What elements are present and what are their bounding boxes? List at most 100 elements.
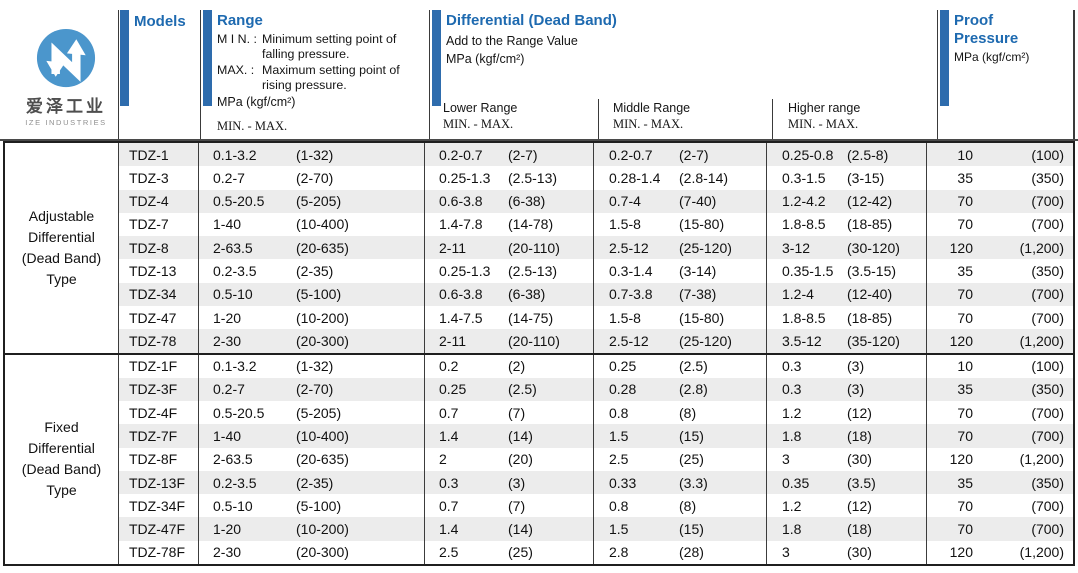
mpa-value: 0.28 (609, 381, 637, 398)
kgf-value: (2.8) (679, 381, 708, 398)
mpa-value: 0.5-20.5 (213, 404, 265, 421)
middle-range-cell: 2.8 (28) (594, 540, 767, 565)
table-row: TDZ-78 2-30 (20-300) 2-11 (20-110) 2.5-12 (25-… (119, 329, 1073, 353)
model-name: TDZ-13F (129, 474, 185, 491)
mpa-value: 2.5 (609, 451, 629, 468)
range-cell: 2-63.5 (20-635) (199, 447, 425, 471)
mpa-value: 3 (782, 544, 790, 561)
mpa-value: 2 (439, 451, 447, 468)
group-label-cell: Fixed Differential (Dead Band) Type (5, 354, 119, 564)
kgf-value: (7-38) (679, 286, 717, 303)
kgf-value: (2.5) (508, 381, 537, 398)
header-body-divider (0, 139, 1078, 141)
model-name: TDZ-4 (129, 193, 169, 210)
kgf-value: (5-205) (296, 404, 342, 421)
company-logo: 爱泽工业 IZE INDUSTRIES (10, 28, 122, 127)
higher-range-cell: 1.8-8.5 (18-85) (767, 305, 927, 330)
model-cell: TDZ-8 (119, 236, 199, 260)
kgf-value: (25-120) (679, 332, 732, 349)
lower-range-cell: 1.4 (14) (425, 517, 594, 541)
differential-subtitle: Add to the Range Value (446, 34, 578, 48)
mpa-value: 1.2 (782, 404, 802, 421)
range-cell: 0.5-10 (5-100) (199, 282, 425, 306)
kgf-value: (100) (1031, 146, 1064, 163)
kgf-value: (25) (679, 451, 704, 468)
model-cell: TDZ-47 (119, 305, 199, 330)
mpa-value: 1.5-8 (609, 309, 641, 326)
mpa-value: 0.8 (609, 404, 629, 421)
mpa-value: 1-20 (213, 309, 242, 326)
divider (429, 10, 430, 140)
model-cell: TDZ-3 (119, 166, 199, 190)
model-cell: TDZ-4 (119, 189, 199, 213)
kgf-value: (12) (847, 497, 872, 514)
table-row: TDZ-1 0.1-3.2 (1-32) 0.2-0.7 (2-7) 0.2-0.7 (2-… (119, 143, 1073, 167)
proof-pressure-cell: 35 (350) (927, 471, 1073, 494)
model-cell: TDZ-78F (119, 540, 199, 565)
range-cell: 0.2-3.5 (2-35) (199, 259, 425, 283)
model-name: TDZ-1 (129, 146, 169, 163)
model-cell: TDZ-1F (119, 354, 199, 378)
column-accent-bar (203, 10, 212, 106)
range-cell: 0.2-7 (2-70) (199, 377, 425, 402)
kgf-value: (18-85) (847, 216, 893, 233)
mpa-value: 0.1-3.2 (213, 358, 257, 375)
middle-range-minmax: MIN. - MAX. (613, 117, 684, 131)
mpa-value: 70 (957, 286, 973, 303)
mpa-value: 120 (949, 451, 973, 468)
kgf-value: (7) (508, 497, 526, 514)
mpa-value: 1-40 (213, 427, 242, 444)
mpa-value: 0.2-7 (213, 169, 245, 186)
model-name: TDZ-34F (129, 497, 185, 514)
mpa-value: 1.5 (609, 521, 629, 538)
range-min-note: M I N. : Minimum setting point of fallin… (217, 32, 431, 63)
range-cell: 0.5-20.5 (5-205) (199, 189, 425, 213)
proof-pressure-cell: 70 (700) (927, 424, 1073, 447)
range-cell: 1-20 (10-200) (199, 517, 425, 541)
mpa-value: 3-12 (782, 239, 811, 256)
proof-pressure-cell: 70 (700) (927, 401, 1073, 424)
lower-range-cell: 0.7 (7) (425, 494, 594, 518)
higher-range-cell: 0.35 (3.5) (767, 470, 927, 495)
min-text: Minimum setting point of falling pressur… (262, 32, 397, 62)
middle-range-cell: 0.7-4 (7-40) (594, 189, 767, 213)
table-row: TDZ-7F 1-40 (10-400) 1.4 (14) 1.5 (15) 1.8 (18) 7… (119, 424, 1073, 448)
mpa-value: 120 (949, 332, 973, 349)
middle-range-subheader: Middle Range (613, 101, 691, 115)
range-cell: 0.2-7 (2-70) (199, 166, 425, 190)
model-name: TDZ-7F (129, 427, 178, 444)
table-row: TDZ-47F 1-20 (10-200) 1.4 (14) 1.5 (15) 1.8 (18)… (119, 517, 1073, 541)
kgf-value: (15-80) (679, 309, 725, 326)
table-row: TDZ-8 2-63.5 (20-635) 2-11 (20-110) 2.5-12 (25… (119, 236, 1073, 260)
kgf-value: (20-635) (296, 451, 349, 468)
group-rows: TDZ-1 0.1-3.2 (1-32) 0.2-0.7 (2-7) 0.2-0.7 (2-… (119, 143, 1073, 353)
middle-range-cell: 0.2-0.7 (2-7) (594, 143, 767, 167)
mpa-value: 1-40 (213, 216, 242, 233)
kgf-value: (2.5-8) (847, 146, 889, 163)
mpa-value: 0.7 (439, 497, 459, 514)
proof-pressure-cell: 70 (700) (927, 494, 1073, 517)
lower-range-minmax: MIN. - MAX. (443, 117, 514, 131)
model-name: TDZ-4F (129, 404, 178, 421)
kgf-value: (7) (508, 404, 526, 421)
mpa-value: 0.35 (782, 474, 810, 491)
mpa-value: 35 (957, 169, 973, 186)
mpa-value: 35 (957, 474, 973, 491)
table-row: TDZ-47 1-20 (10-200) 1.4-7.5 (14-75) 1.5-8 (15… (119, 305, 1073, 330)
range-notes: M I N. : Minimum setting point of fallin… (217, 32, 431, 94)
mpa-value: 1.5 (609, 427, 629, 444)
higher-range-cell: 1.2-4.2 (12-42) (767, 189, 927, 213)
mpa-value: 1.8 (782, 427, 802, 444)
lower-range-cell: 2.5 (25) (425, 540, 594, 565)
higher-range-cell: 3 (30) (767, 447, 927, 471)
mpa-value: 0.25 (609, 358, 637, 375)
range-cell: 1-20 (10-200) (199, 305, 425, 330)
kgf-value: (20-110) (508, 332, 560, 349)
higher-range-subheader: Higher range (788, 101, 861, 115)
range-cell: 0.5-20.5 (5-205) (199, 401, 425, 425)
lower-range-cell: 2 (20) (425, 447, 594, 471)
lower-range-cell: 0.6-3.8 (6-38) (425, 189, 594, 213)
kgf-value: (15) (679, 427, 704, 444)
kgf-value: (30) (847, 451, 872, 468)
range-cell: 0.1-3.2 (1-32) (199, 354, 425, 378)
